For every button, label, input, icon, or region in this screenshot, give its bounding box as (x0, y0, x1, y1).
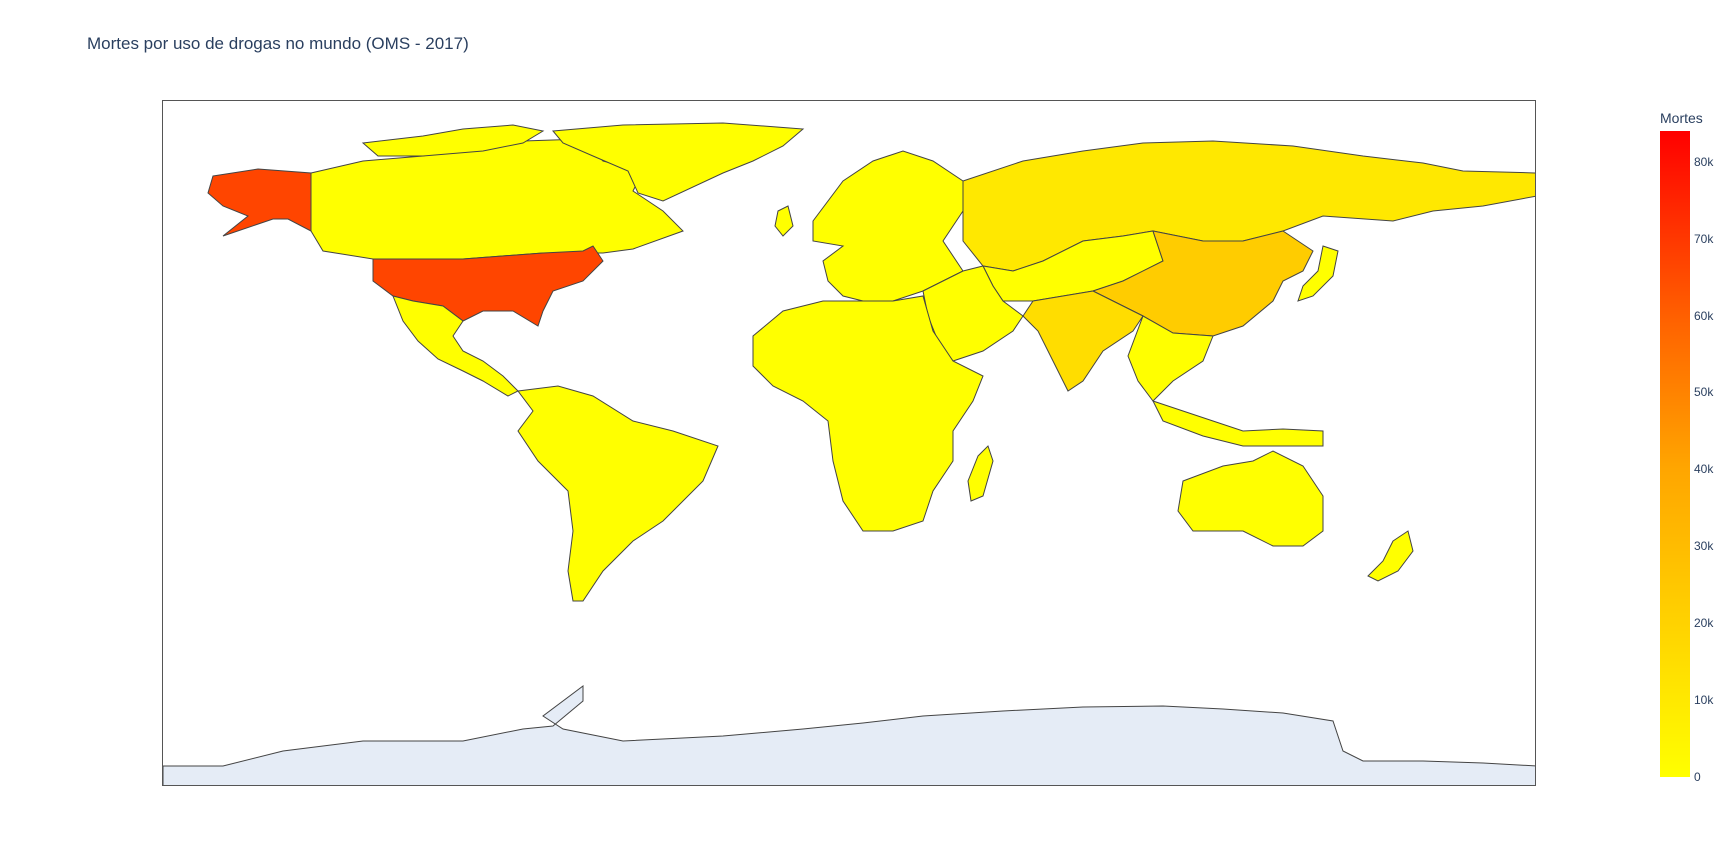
colorbar-tick: 20k (1694, 616, 1714, 631)
europe[interactable] (812, 150, 964, 302)
arctic-islands[interactable] (361, 124, 545, 157)
colorbar-tick: 40k (1694, 462, 1714, 477)
colorbar-tick: 50k (1694, 385, 1714, 400)
antarctica (163, 685, 1535, 785)
map-svg[interactable] (163, 101, 1536, 786)
india[interactable] (1022, 290, 1144, 392)
chart-title: Mortes por uso de drogas no mundo (OMS -… (87, 34, 469, 53)
colorbar-title: Mortes (1660, 110, 1703, 126)
indonesia[interactable] (1152, 400, 1324, 447)
australia[interactable] (1177, 450, 1324, 547)
madagascar[interactable] (967, 445, 994, 502)
greenland[interactable] (552, 122, 805, 202)
south-america[interactable] (517, 385, 719, 602)
africa[interactable] (752, 295, 984, 532)
world-map[interactable] (162, 100, 1536, 786)
china[interactable] (1091, 230, 1314, 337)
japan[interactable] (1297, 245, 1339, 302)
uk[interactable] (774, 205, 794, 237)
new-zealand[interactable] (1367, 530, 1414, 582)
colorbar-tick: 70k (1694, 231, 1714, 246)
colorbar-tick: 0 (1694, 770, 1701, 784)
alaska[interactable] (207, 168, 312, 237)
southeast-asia[interactable] (1127, 315, 1214, 402)
colorbar-tick: 10k (1694, 693, 1714, 708)
colorbar-tick: 60k (1694, 308, 1714, 323)
colorbar-tick: 80k (1694, 154, 1714, 169)
mexico[interactable] (392, 295, 519, 397)
colorbar-tick: 30k (1694, 539, 1714, 554)
colorbar (1660, 131, 1690, 777)
